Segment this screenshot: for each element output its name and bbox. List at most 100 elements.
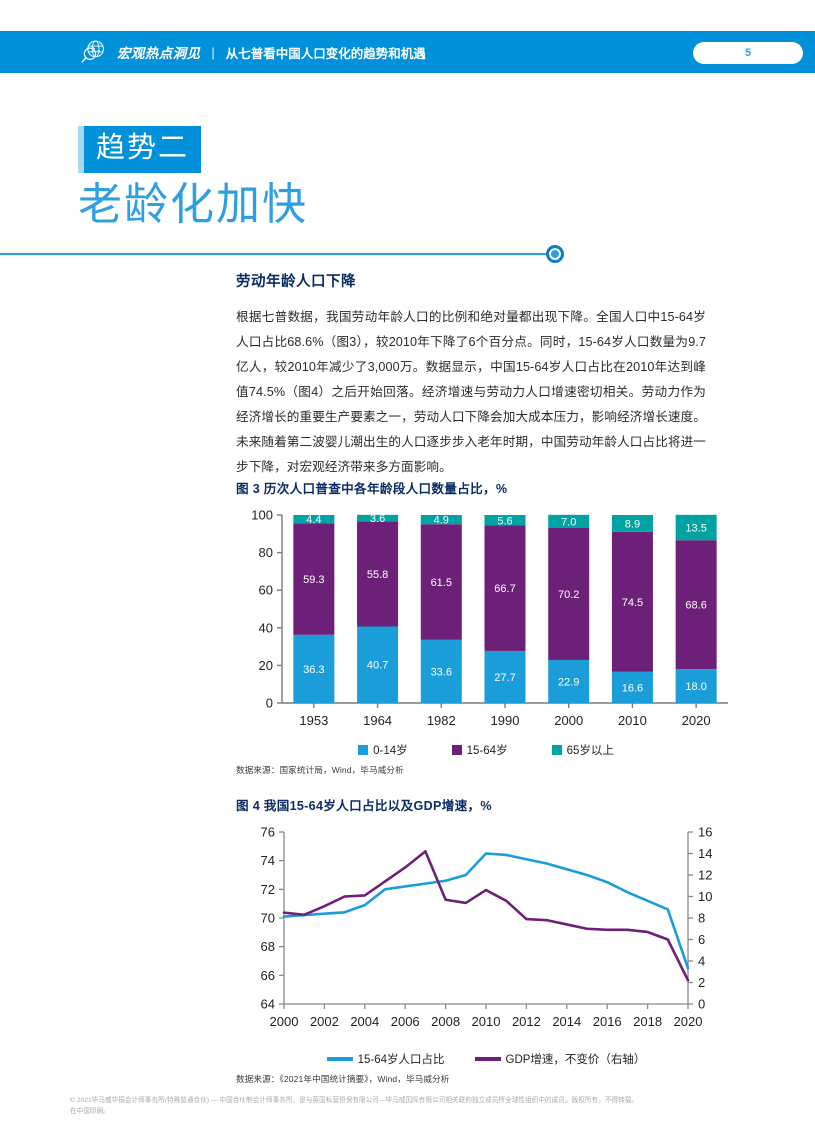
svg-text:66: 66 <box>261 968 275 983</box>
svg-text:2016: 2016 <box>593 1014 622 1029</box>
figure-4-source: 数据来源：《2021年中国统计摘要》，Wind，毕马威分析 <box>236 1074 450 1084</box>
section-paragraph: 根据七普数据，我国劳动年龄人口的比例和绝对量都出现下降。全国人口中15-64岁人… <box>236 310 706 474</box>
legend-label-65-plus: 65岁以上 <box>566 745 614 757</box>
legend-label-pop-share: 15-64岁人口占比 <box>357 1054 445 1066</box>
legend-item-pop-share: 15-64岁人口占比 <box>326 1051 445 1067</box>
svg-text:70.2: 70.2 <box>558 589 579 601</box>
svg-text:13.5: 13.5 <box>685 523 706 535</box>
svg-text:55.8: 55.8 <box>367 569 388 581</box>
svg-text:2006: 2006 <box>391 1014 420 1029</box>
svg-text:72: 72 <box>261 882 275 897</box>
svg-text:4: 4 <box>698 954 705 969</box>
header-content: 宏观热点洞见 | 从七普看中国人口变化的趋势和机遇 <box>78 31 426 73</box>
figure-3-chart: 0 20 40 60 80 100 36.3 59.3 4.4 1953 40.7 55.8 3.6 19… <box>236 505 736 738</box>
svg-text:2000: 2000 <box>270 1014 299 1029</box>
svg-text:70: 70 <box>261 911 275 926</box>
svg-text:59.3: 59.3 <box>303 574 324 586</box>
figure-4: 图 4 我国15-64岁人口占比以及GDP增速，% 64 66 68 70 72 74 76… <box>236 795 736 1085</box>
svg-text:76: 76 <box>261 825 275 840</box>
svg-text:0: 0 <box>266 696 273 711</box>
svg-text:2020: 2020 <box>682 713 711 728</box>
svg-text:5.6: 5.6 <box>497 515 512 527</box>
figure-3-svg: 0 20 40 60 80 100 36.3 59.3 4.4 1953 40.7 55.8 3.6 19… <box>251 508 728 728</box>
header-subtitle: 从七普看中国人口变化的趋势和机遇 <box>225 46 426 61</box>
page-footer: © 2021毕马威华振会计师事务所(特殊普通合伙) — 中国合伙制会计师事务所，… <box>70 1096 770 1118</box>
trend-title-block: 趋势二 老龄化加快 <box>78 126 308 229</box>
svg-text:10: 10 <box>698 889 712 904</box>
svg-text:7.0: 7.0 <box>561 516 576 528</box>
svg-text:16.6: 16.6 <box>622 682 643 694</box>
legend-label-gdp-growth: GDP增速，不变价（右轴） <box>505 1054 646 1066</box>
figure-3-legend: 0-14岁 15-64岁 65岁以上 <box>236 742 736 758</box>
svg-text:1964: 1964 <box>363 713 392 728</box>
svg-text:8: 8 <box>698 911 705 926</box>
section-heading: 劳动年龄人口下降 <box>236 274 356 290</box>
svg-text:2000: 2000 <box>554 713 583 728</box>
svg-text:4.4: 4.4 <box>306 514 321 526</box>
svg-text:33.6: 33.6 <box>431 666 452 678</box>
divider-dot-marker <box>546 245 564 263</box>
svg-text:68.6: 68.6 <box>685 600 706 612</box>
footer-line-1: © 2021毕马威华振会计师事务所(特殊普通合伙) — 中国合伙制会计师事务所，… <box>70 1097 639 1104</box>
svg-text:8.9: 8.9 <box>625 518 640 530</box>
figure-3-source: 数据来源：国家统计局，Wind，毕马威分析 <box>236 765 404 775</box>
svg-text:2: 2 <box>698 975 705 990</box>
legend-swatch-15-64 <box>451 745 462 755</box>
svg-text:80: 80 <box>259 545 273 560</box>
legend-label-15-64: 15-64岁 <box>466 745 508 757</box>
legend-line-pop-share <box>326 1057 353 1061</box>
page-header-bar: 宏观热点洞见 | 从七普看中国人口变化的趋势和机遇 <box>0 31 815 73</box>
svg-text:36.3: 36.3 <box>303 664 324 676</box>
svg-text:40.7: 40.7 <box>367 660 388 672</box>
trend-heading: 老龄化加快 <box>78 180 308 229</box>
svg-text:1990: 1990 <box>491 713 520 728</box>
legend-line-gdp-growth <box>474 1057 501 1061</box>
header-brand: 宏观热点洞见 <box>117 46 201 61</box>
svg-text:20: 20 <box>259 658 273 673</box>
section-divider <box>0 253 553 255</box>
svg-text:2002: 2002 <box>310 1014 339 1029</box>
svg-text:74.5: 74.5 <box>622 597 643 609</box>
legend-swatch-0-14 <box>358 745 369 755</box>
svg-text:64: 64 <box>261 997 275 1012</box>
legend-item-gdp-growth: GDP增速，不变价（右轴） <box>474 1051 646 1067</box>
svg-text:16: 16 <box>698 825 712 840</box>
svg-text:4.9: 4.9 <box>434 515 449 527</box>
page-number-pill: 5 <box>693 42 803 64</box>
svg-text:60: 60 <box>259 583 273 598</box>
svg-text:2014: 2014 <box>552 1014 581 1029</box>
svg-text:2010: 2010 <box>618 713 647 728</box>
trend-badge: 趋势二 <box>78 126 202 173</box>
svg-text:14: 14 <box>698 846 712 861</box>
legend-item-65-plus: 65岁以上 <box>551 742 614 758</box>
header-separator: | <box>211 44 215 60</box>
globe-magnifier-icon <box>78 39 108 65</box>
svg-text:0: 0 <box>698 997 705 1012</box>
legend-item-0-14: 0-14岁 <box>358 742 408 758</box>
figure-3: 图 3 历次人口普查中各年龄段人口数量占比，% 0 20 40 60 80 100 36.3… <box>236 478 736 776</box>
svg-text:1953: 1953 <box>299 713 328 728</box>
svg-text:2008: 2008 <box>431 1014 460 1029</box>
page-number: 5 <box>744 47 752 59</box>
svg-text:27.7: 27.7 <box>494 672 515 684</box>
svg-text:3.6: 3.6 <box>370 513 385 525</box>
figure-4-legend: 15-64岁人口占比 GDP增速，不变价（右轴） <box>236 1051 736 1067</box>
figure-3-title: 图 3 历次人口普查中各年龄段人口数量占比，% <box>236 482 508 496</box>
footer-line-2: 在中国印刷。 <box>70 1107 110 1115</box>
svg-text:1982: 1982 <box>427 713 456 728</box>
svg-text:12: 12 <box>698 868 712 883</box>
figure-4-title: 图 4 我国15-64岁人口占比以及GDP增速，% <box>236 799 492 813</box>
svg-text:68: 68 <box>261 939 275 954</box>
svg-text:100: 100 <box>251 508 273 523</box>
legend-swatch-65-plus <box>551 745 562 755</box>
svg-text:6: 6 <box>698 932 705 947</box>
svg-text:74: 74 <box>261 853 275 868</box>
main-text-column: 劳动年龄人口下降 根据七普数据，我国劳动年龄人口的比例和绝对量都出现下降。全国人… <box>236 270 706 479</box>
figure-4-chart: 64 66 68 70 72 74 76 0 2 4 6 8 10 12 14 16 2000 2002 2004 2… <box>236 822 736 1047</box>
svg-text:2010: 2010 <box>472 1014 501 1029</box>
svg-text:61.5: 61.5 <box>431 577 452 589</box>
svg-text:18.0: 18.0 <box>685 681 706 693</box>
svg-text:2004: 2004 <box>350 1014 379 1029</box>
